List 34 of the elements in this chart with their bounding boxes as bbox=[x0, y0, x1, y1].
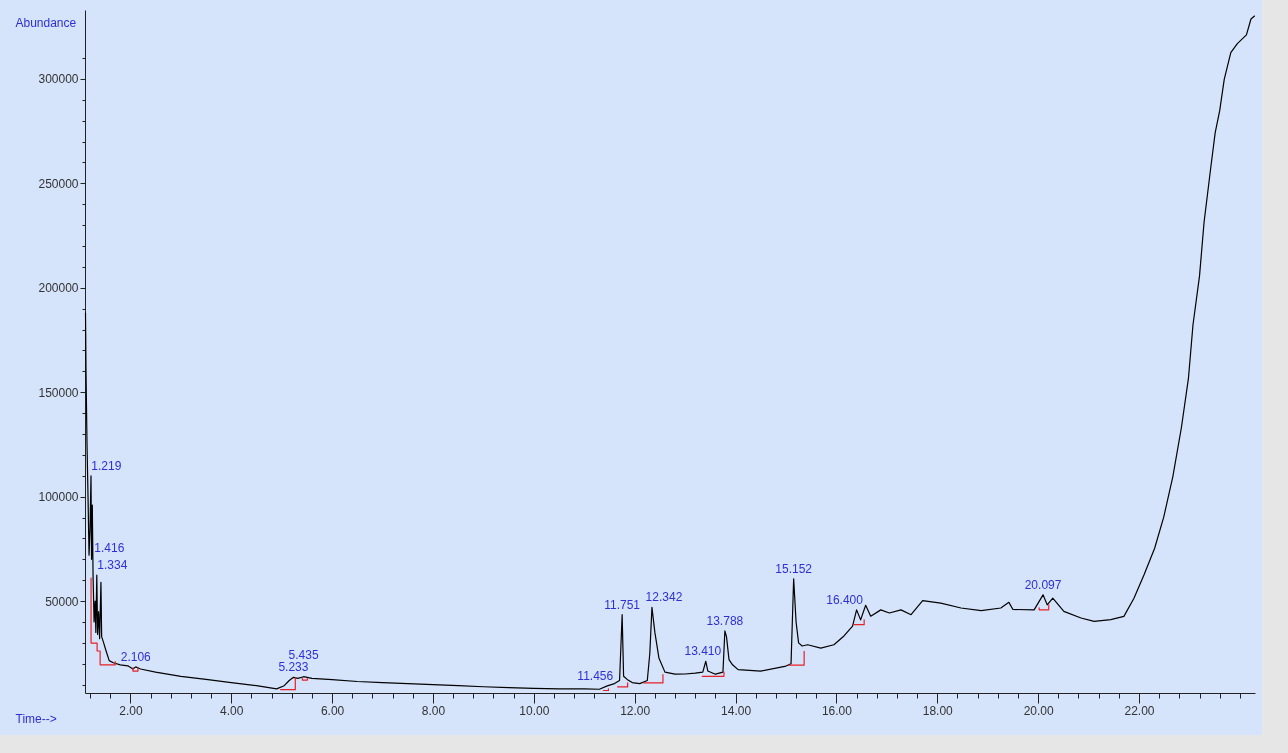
line-series bbox=[84, 15, 1256, 690]
x-tick-label: 8.00 bbox=[421, 703, 446, 718]
annotation: 11.456 bbox=[577, 668, 614, 683]
y-tick-label: 250000 bbox=[38, 176, 79, 191]
x-tick-label: 2.00 bbox=[119, 703, 143, 718]
annotation: 1.219 bbox=[91, 458, 122, 473]
annotation: 5.233 bbox=[278, 660, 309, 675]
x-tick-label: 16.00 bbox=[821, 703, 853, 718]
x-tick-label: 20.00 bbox=[1023, 703, 1054, 718]
x-axis-title: Time--> bbox=[15, 711, 57, 726]
annotation: 13.410 bbox=[684, 644, 722, 659]
annotation: 2.106 bbox=[120, 649, 152, 664]
x-tick-label: 22.00 bbox=[1124, 703, 1155, 718]
annotation: 12.342 bbox=[645, 590, 683, 605]
y-tick-label: 150000 bbox=[38, 385, 79, 400]
y-tick-label: 300000 bbox=[38, 72, 79, 87]
annotation: 5.435 bbox=[288, 647, 319, 662]
y-tick-label: 100000 bbox=[38, 490, 79, 505]
x-tick-label: 10.00 bbox=[519, 703, 550, 718]
y-axis-title: Abundance bbox=[15, 15, 77, 30]
annotation: 11.751 bbox=[604, 597, 641, 612]
x-tick-label: 4.00 bbox=[220, 703, 244, 718]
annotation: 13.788 bbox=[706, 613, 744, 628]
annotation: 20.097 bbox=[1024, 577, 1062, 592]
y-tick-label: 50000 bbox=[45, 594, 79, 609]
annotation: 15.152 bbox=[775, 561, 813, 576]
x-tick-label: 12.00 bbox=[620, 703, 651, 718]
annotation: 1.334 bbox=[97, 558, 128, 573]
x-tick-label: 14.00 bbox=[721, 703, 752, 718]
x-tick-label: 18.00 bbox=[922, 703, 954, 718]
y-tick-label: 200000 bbox=[38, 281, 79, 296]
annotation: 16.400 bbox=[826, 592, 864, 607]
x-tick-label: 6.00 bbox=[320, 703, 345, 718]
annotation: 1.416 bbox=[94, 541, 125, 556]
